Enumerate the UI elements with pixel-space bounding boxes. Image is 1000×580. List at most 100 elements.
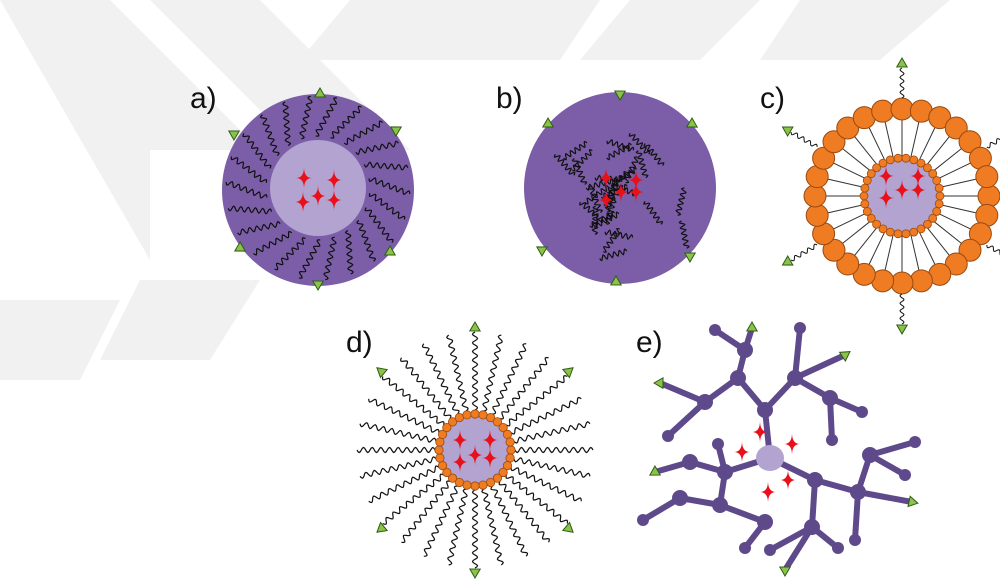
dendrimer-node — [822, 390, 838, 406]
dendrimer-node — [730, 370, 746, 386]
polymer-chain — [423, 344, 460, 414]
polymer-head — [479, 411, 487, 419]
lipid-tail — [834, 163, 866, 179]
polymer-chain — [369, 466, 439, 503]
lipid-head — [902, 230, 910, 238]
polymer-chain — [500, 358, 549, 420]
lipid-head — [861, 200, 869, 208]
lipid-tail — [869, 232, 885, 264]
lipid-head — [879, 159, 887, 167]
lipid-head — [976, 166, 998, 188]
lipid-head — [936, 192, 944, 200]
polymer-chain — [369, 399, 439, 433]
polymer-chain — [499, 481, 549, 542]
dendrimer-node — [850, 484, 866, 500]
polymer-head — [436, 454, 444, 462]
polymer-chain — [987, 131, 1000, 148]
dendrimer-node — [682, 454, 698, 470]
dendrimer-node — [712, 497, 728, 513]
polymer-chain — [473, 490, 478, 568]
dendrimer-node — [832, 542, 844, 554]
polymer-chain — [900, 294, 904, 324]
lipid-head — [933, 177, 941, 185]
ligand — [377, 368, 387, 378]
ligand — [780, 567, 790, 576]
drug — [734, 441, 751, 463]
dendrimer-node — [787, 370, 803, 386]
ligand — [747, 322, 757, 331]
polymer-chain — [383, 474, 444, 524]
dendrimer-node — [856, 406, 868, 418]
dendrimer-node — [739, 542, 751, 554]
lipid-head — [872, 100, 894, 122]
lipid-head — [935, 200, 943, 208]
polymer-head — [471, 482, 479, 490]
lipid-head — [910, 270, 932, 292]
dendrimer-branch — [795, 355, 845, 378]
polymer-head — [503, 430, 511, 438]
lipid-head — [861, 184, 869, 192]
polymer-head — [507, 446, 515, 454]
lipid-tail — [941, 205, 976, 213]
figure: a) b) c) d) e) — [0, 0, 1000, 580]
polymer-chain — [511, 398, 581, 435]
polymer-chain — [483, 335, 502, 411]
polymer-head — [455, 413, 463, 421]
ligand — [537, 247, 547, 256]
lipid-head — [860, 192, 868, 200]
dendrimer-node — [712, 438, 724, 450]
dendrimer-node — [849, 534, 861, 546]
dendrimer-branch — [858, 492, 912, 502]
lipid-tail — [869, 128, 885, 160]
polymer-chain — [511, 467, 581, 501]
polymer-chain — [791, 244, 817, 261]
polymer-chain — [491, 486, 528, 556]
dendrimer-node — [637, 514, 649, 526]
dendrimer-node — [899, 469, 911, 481]
dendrimer-node — [717, 464, 733, 480]
panel-label: c) — [760, 82, 785, 115]
polymer-chain — [383, 376, 445, 425]
polymer-head — [438, 461, 446, 469]
polymer-chain — [515, 448, 593, 453]
drug — [784, 433, 801, 455]
polymer-head — [479, 481, 487, 489]
ligand — [470, 569, 480, 578]
lipid-head — [886, 156, 894, 164]
lipid-head — [935, 184, 943, 192]
lipid-head — [894, 230, 902, 238]
polymer-chain — [448, 489, 467, 565]
diagram-shapes — [222, 58, 1000, 578]
dendrimer-node — [862, 447, 878, 463]
lipid-head — [910, 156, 918, 164]
dendrimer-node — [909, 436, 921, 448]
ligand — [897, 58, 907, 67]
lipid-head — [910, 228, 918, 236]
lipid-tail — [941, 179, 976, 187]
lipid-tail — [911, 122, 919, 157]
polymer-head — [506, 454, 514, 462]
dendrimer-node — [672, 490, 688, 506]
lipid-tail — [885, 122, 893, 157]
lipid-head — [917, 225, 925, 233]
ligand — [563, 523, 573, 533]
polymer-chain — [473, 332, 478, 410]
polymer-chain — [360, 423, 436, 442]
drug — [760, 481, 777, 503]
lipid-head — [978, 185, 1000, 207]
polymer-chain — [506, 475, 568, 524]
lipid-tail — [885, 235, 893, 270]
dendrimer-node — [697, 394, 713, 410]
lipid-head — [804, 185, 826, 207]
ligand — [654, 378, 663, 388]
dendrimer-node — [807, 472, 823, 488]
lipid-tail — [919, 232, 935, 264]
polymer-chain — [791, 132, 817, 147]
lipid-tail — [911, 235, 919, 270]
ligand — [897, 325, 907, 334]
dendrimer-node — [757, 402, 773, 418]
dendrimer-core — [756, 445, 784, 471]
polymer-chain — [424, 486, 458, 556]
lipid-head — [902, 154, 910, 162]
ligand — [470, 322, 480, 331]
